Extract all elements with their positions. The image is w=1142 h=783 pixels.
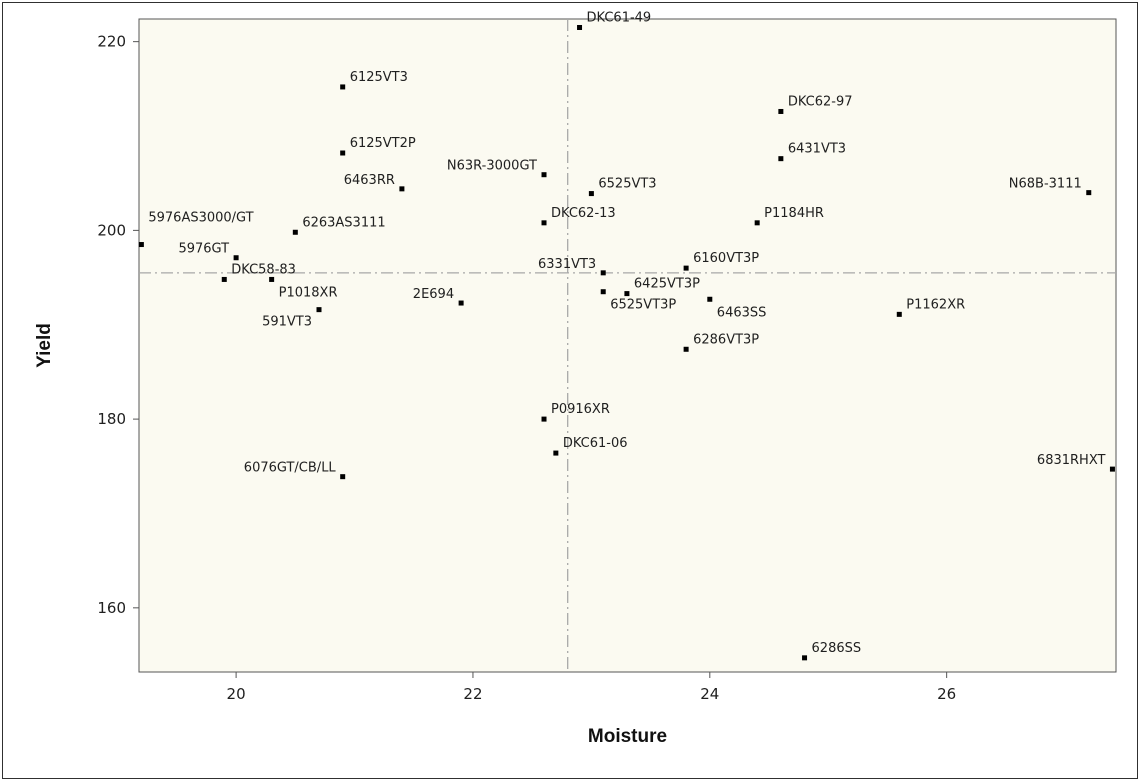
data-point [340, 150, 346, 156]
data-point [683, 346, 689, 352]
x-tick-label: 26 [937, 685, 956, 703]
data-point [399, 186, 405, 192]
data-point-label: DKC58-83 [231, 262, 296, 277]
data-point [577, 24, 583, 30]
data-point [553, 450, 559, 456]
data-point-label: 6525VT3 [598, 177, 656, 192]
data-point [600, 289, 606, 295]
data-point-label: P1018XR [279, 285, 338, 300]
data-point [292, 229, 298, 235]
y-tick-label: 160 [97, 599, 126, 617]
data-point-label: 2E694 [413, 287, 454, 302]
data-point-label: 6160VT3P [693, 251, 759, 266]
data-point-label: 6286SS [812, 641, 862, 656]
data-point-label: P1162XR [906, 297, 965, 312]
data-point [269, 276, 275, 282]
data-point [233, 255, 239, 261]
data-point-label: 6463SS [717, 305, 767, 320]
data-point-label: DKC62-13 [551, 206, 616, 221]
data-point [316, 307, 322, 313]
data-point [541, 172, 547, 178]
data-point-label: 6525VT3P [610, 298, 676, 313]
data-point-label: 6076GT/CB/LL [244, 461, 337, 476]
data-point-label: P1184HR [764, 206, 824, 221]
x-tick-label: 24 [700, 685, 719, 703]
data-point [683, 265, 689, 271]
data-point-label: P0916XR [551, 402, 610, 417]
data-point [1109, 466, 1115, 472]
x-tick-label: 20 [227, 685, 246, 703]
data-point [588, 191, 594, 197]
data-point [221, 276, 227, 282]
data-point-label: 6831RHXT [1037, 453, 1106, 468]
data-point [896, 311, 902, 317]
data-points: DKC61-49 6125VT3 DKC62-97 6125VT2P 6431VT3 N6… [138, 10, 1115, 661]
data-point-label: N63R-3000GT [447, 159, 537, 174]
data-point-label: 6125VT3 [350, 70, 408, 85]
y-tick-label: 220 [97, 33, 126, 51]
data-point [778, 108, 784, 114]
data-point [802, 655, 808, 661]
data-point-label: 6331VT3 [538, 257, 596, 272]
y-axis-ticks: 160 180 200 220 [97, 33, 139, 617]
x-axis-title: Moisture [588, 726, 667, 747]
data-point-label: N68B-3111 [1009, 177, 1082, 192]
data-point [340, 84, 346, 90]
data-point [624, 291, 630, 297]
data-point-label: 6431VT3 [788, 142, 846, 157]
data-point-label: 6263AS3111 [302, 215, 385, 230]
x-tick-label: 22 [463, 685, 482, 703]
data-point [707, 296, 713, 302]
data-point-label: 591VT3 [262, 315, 312, 330]
y-axis-title: Yield [34, 323, 55, 368]
data-point-label: DKC61-49 [587, 10, 652, 25]
data-point-label: 6125VT2P [350, 136, 416, 151]
data-point [541, 416, 547, 422]
data-point-label: DKC61-06 [563, 436, 628, 451]
plot-area [138, 18, 1117, 673]
data-point [1086, 190, 1092, 196]
data-point-label: 5976AS3000/GT [148, 211, 253, 226]
data-point-label: 6425VT3P [634, 277, 700, 292]
y-tick-label: 200 [97, 221, 126, 239]
data-point [138, 242, 144, 248]
data-point-label: 6463RR [344, 173, 395, 188]
data-point [754, 220, 760, 226]
data-point-label: DKC62-97 [788, 94, 853, 109]
data-point [778, 156, 784, 162]
data-point [340, 474, 346, 480]
x-axis-ticks: 20 22 24 26 [227, 672, 956, 703]
data-point-label: 6286VT3P [693, 332, 759, 347]
data-point [600, 270, 606, 276]
data-point-label: 5976GT [178, 242, 229, 257]
data-point [458, 300, 464, 306]
data-point [541, 220, 547, 226]
y-tick-label: 180 [97, 410, 126, 428]
